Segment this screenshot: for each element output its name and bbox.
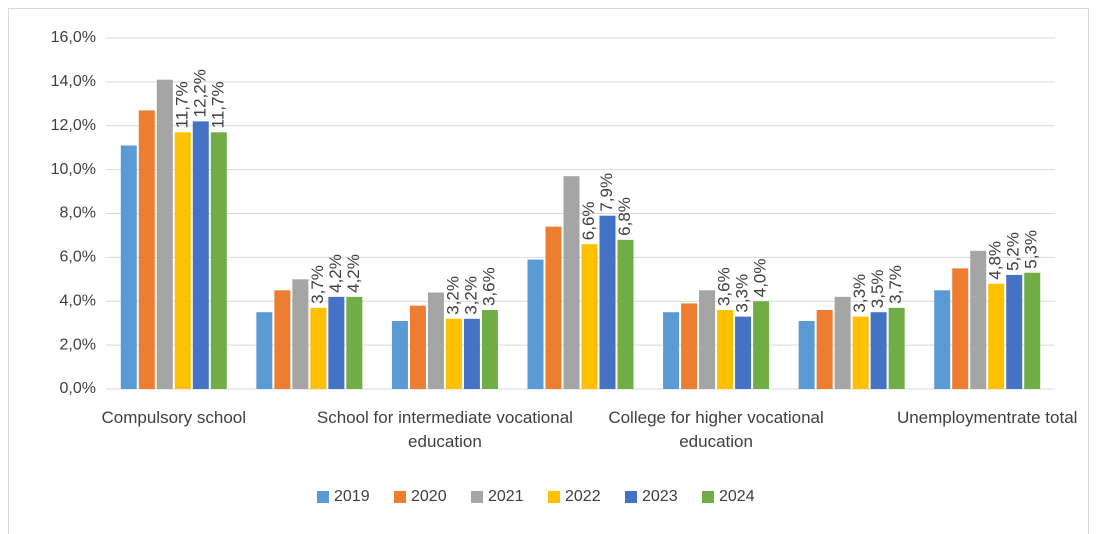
bar bbox=[617, 239, 634, 389]
y-tick-label: 6,0% bbox=[60, 249, 96, 266]
bar bbox=[210, 132, 227, 390]
bar bbox=[120, 145, 137, 389]
data-label: 6,8% bbox=[615, 197, 634, 236]
data-label: 3,6% bbox=[715, 267, 734, 306]
bar bbox=[409, 305, 426, 389]
data-label: 6,6% bbox=[579, 201, 598, 240]
bar bbox=[527, 259, 544, 389]
bar bbox=[481, 310, 498, 389]
data-label: 4,8% bbox=[986, 241, 1005, 280]
bar bbox=[274, 290, 291, 389]
bar bbox=[870, 312, 887, 389]
y-tick-label: 4,0% bbox=[60, 292, 96, 309]
legend-label: 2022 bbox=[565, 488, 601, 505]
y-tick-label: 12,0% bbox=[51, 117, 96, 134]
bar bbox=[174, 132, 191, 390]
bar bbox=[328, 296, 345, 389]
data-label: 11,7% bbox=[172, 81, 191, 128]
bar bbox=[581, 244, 598, 389]
bar bbox=[1024, 272, 1041, 389]
legend-swatch bbox=[471, 491, 483, 503]
bar bbox=[663, 312, 680, 389]
bar bbox=[735, 316, 752, 389]
y-tick-label: 16,0% bbox=[51, 29, 96, 46]
bar bbox=[599, 215, 616, 389]
legend-label: 2020 bbox=[411, 488, 447, 505]
data-label: 11,7% bbox=[208, 81, 227, 128]
y-tick-label: 14,0% bbox=[51, 73, 96, 90]
data-label: 3,7% bbox=[886, 265, 905, 304]
bar bbox=[463, 318, 480, 389]
bar bbox=[717, 310, 734, 389]
legend-swatch bbox=[394, 491, 406, 503]
bar bbox=[138, 110, 155, 390]
bar bbox=[427, 292, 444, 389]
bar bbox=[816, 310, 833, 389]
bar bbox=[934, 290, 951, 389]
bar bbox=[988, 283, 1005, 389]
bar bbox=[798, 320, 815, 389]
data-label: 5,2% bbox=[1004, 232, 1023, 271]
bar bbox=[753, 301, 770, 389]
bar bbox=[834, 296, 851, 389]
legend-swatch bbox=[702, 491, 714, 503]
data-label: 7,9% bbox=[597, 173, 616, 212]
y-tick-label: 8,0% bbox=[60, 205, 96, 222]
bar bbox=[310, 307, 327, 389]
x-tick-label: Unemploymentrate total bbox=[896, 408, 1078, 427]
bar bbox=[699, 290, 716, 389]
data-label: 4,0% bbox=[751, 259, 770, 298]
data-label: 3,5% bbox=[868, 269, 887, 308]
data-label: 3,2% bbox=[461, 276, 480, 315]
data-label: 4,2% bbox=[326, 254, 345, 293]
bar bbox=[563, 176, 580, 389]
bar bbox=[852, 316, 869, 389]
y-tick-label: 0,0% bbox=[60, 380, 96, 397]
data-label: 3,7% bbox=[308, 265, 327, 304]
data-label: 12,2% bbox=[190, 69, 209, 117]
y-tick-label: 2,0% bbox=[60, 336, 96, 353]
x-tick-label: School for intermediate vocational educa… bbox=[316, 408, 573, 451]
bar bbox=[346, 296, 363, 389]
bar bbox=[888, 307, 905, 389]
bar bbox=[545, 226, 562, 389]
data-label: 3,3% bbox=[733, 274, 752, 313]
y-tick-label: 10,0% bbox=[51, 161, 96, 178]
data-label: 4,2% bbox=[344, 254, 363, 293]
data-label: 5,3% bbox=[1022, 230, 1041, 269]
data-label: 3,3% bbox=[850, 274, 869, 313]
legend-label: 2021 bbox=[488, 488, 524, 505]
legend-label: 2024 bbox=[719, 488, 755, 505]
legend-label: 2019 bbox=[334, 488, 370, 505]
bar bbox=[156, 79, 173, 390]
bar bbox=[681, 303, 698, 389]
chart-border bbox=[8, 8, 1089, 534]
bar bbox=[445, 318, 462, 389]
x-tick-label: College for higher vocational education bbox=[608, 408, 824, 451]
data-label: 3,6% bbox=[479, 267, 498, 306]
bar bbox=[292, 279, 309, 389]
data-label: 3,2% bbox=[443, 276, 462, 315]
bar bbox=[256, 312, 273, 389]
legend-label: 2023 bbox=[642, 488, 678, 505]
bar bbox=[1006, 274, 1023, 389]
bar bbox=[970, 250, 987, 389]
bar bbox=[192, 121, 209, 390]
bar bbox=[391, 320, 408, 389]
bar bbox=[952, 268, 969, 389]
x-tick-label: Compulsory school bbox=[101, 408, 247, 427]
legend-swatch bbox=[317, 491, 329, 503]
legend-swatch bbox=[625, 491, 637, 503]
legend-swatch bbox=[548, 491, 560, 503]
